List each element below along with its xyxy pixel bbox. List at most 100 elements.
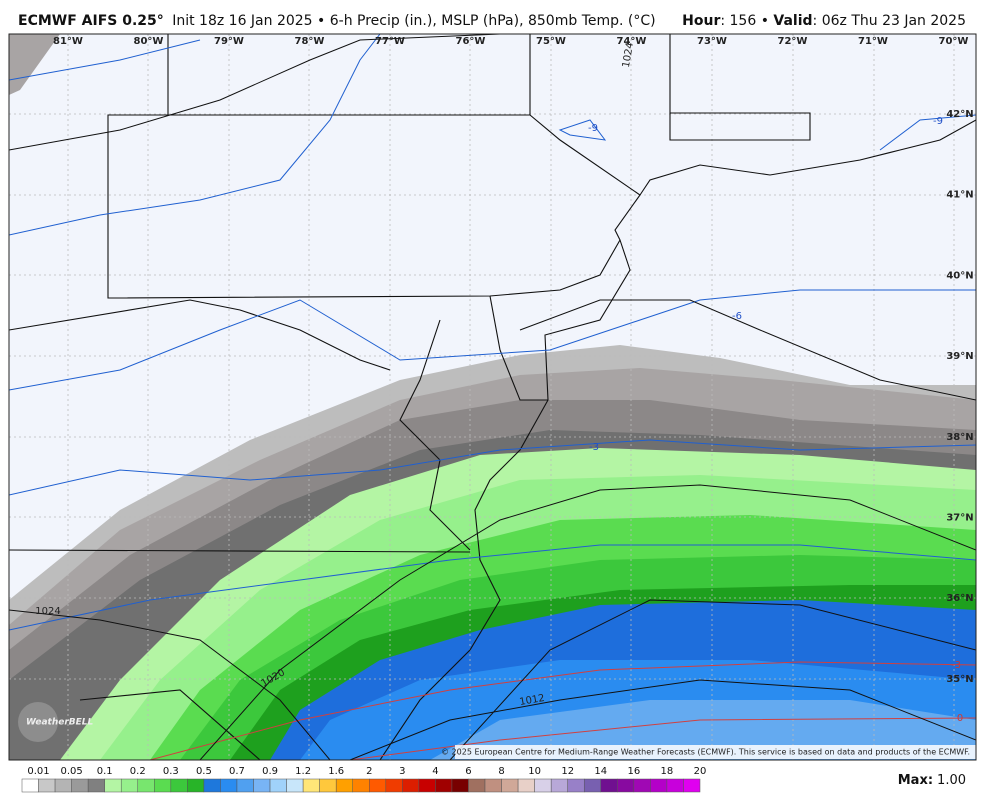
- coastline: [639, 119, 976, 196]
- colorbar-swatch: [683, 778, 701, 793]
- longitude-label: 79°W: [214, 36, 244, 47]
- colorbar-label: 0.5: [196, 766, 212, 777]
- valid-value: : 06z Thu 23 Jan 2025: [813, 13, 966, 29]
- contour-label: 0: [957, 713, 963, 724]
- colorbar-label: 12: [561, 766, 574, 777]
- colorbar-swatch: [335, 778, 353, 793]
- colorbar-label: 3: [399, 766, 405, 777]
- colorbar-swatch: [517, 778, 535, 793]
- colorbar-swatch: [369, 778, 387, 793]
- contour-label: 1012: [519, 693, 546, 708]
- colorbar-label: 16: [627, 766, 640, 777]
- logo-text: WeatherBELL: [26, 718, 94, 728]
- contours: [9, 34, 976, 760]
- colorbar-swatch: [451, 778, 469, 793]
- colorbar-label: 0.05: [60, 766, 82, 777]
- colorbar-swatch: [633, 778, 651, 793]
- colorbar-label: 1.2: [295, 766, 311, 777]
- latitude-label: 41°N: [946, 190, 973, 201]
- longitude-label: 81°W: [53, 36, 83, 47]
- temperature-contour: [149, 661, 976, 760]
- valid-label: Valid: [773, 13, 812, 29]
- colorbar-swatch: [170, 778, 188, 793]
- longitude-label: 76°W: [456, 36, 486, 47]
- longitude-label: 74°W: [617, 36, 647, 47]
- contour-label: -6: [732, 311, 742, 322]
- colorbar-swatch: [154, 778, 172, 793]
- colorbar-swatch: [87, 778, 105, 793]
- colorbar-swatch: [137, 778, 155, 793]
- latitude-label: 35°N: [946, 674, 973, 685]
- longitude-label: 78°W: [295, 36, 325, 47]
- colorbar-label: 6: [465, 766, 471, 777]
- colorbar-label: 4: [432, 766, 438, 777]
- colorbar-swatch: [352, 778, 370, 793]
- latitude-label: 42°N: [946, 109, 973, 120]
- logo-globe: [18, 702, 58, 742]
- contour-label: -9: [588, 123, 598, 134]
- pressure-contour: [9, 34, 976, 760]
- colorbar-swatch: [71, 778, 89, 793]
- colorbar-swatch: [236, 778, 254, 793]
- colorbar-label: 14: [594, 766, 607, 777]
- colorbar-swatch: [38, 778, 56, 793]
- colorbar-swatch: [484, 778, 502, 793]
- colorbar-swatch: [567, 778, 585, 793]
- latitude-labels: 42°N 41°N 40°N 39°N 38°N 37°N 36°N 35°N: [946, 109, 973, 685]
- contour-label: -3: [589, 442, 599, 453]
- copyright-box: [455, 745, 976, 759]
- colorbar-swatch: [534, 778, 552, 793]
- colorbar-swatch: [269, 778, 287, 793]
- header-left: ECMWF AIFS 0.25° Init 18z 16 Jan 2025 • …: [18, 13, 656, 29]
- colorbar-label: 0.1: [97, 766, 113, 777]
- colorbar-swatch: [583, 778, 602, 793]
- description: Init 18z 16 Jan 2025 • 6-h Precip (in.),…: [172, 13, 655, 29]
- state-border: [669, 34, 811, 141]
- colorbar-label: 0.9: [262, 766, 278, 777]
- colorbar-swatch: [418, 778, 436, 793]
- colorbar-swatch: [650, 778, 668, 793]
- colorbar-swatch: [120, 778, 139, 793]
- temperature-contour: [9, 34, 976, 631]
- colorbar-swatch: [385, 778, 403, 793]
- colorbar: 0.01 0.05 0.1 0.2 0.3 0.5 0.7 0.9 1.2 1.6 2 3 4 6 8 10 1…: [21, 766, 707, 793]
- colorbar-label: 8: [498, 766, 504, 777]
- coastline: [399, 295, 548, 551]
- colorbar-label: 18: [661, 766, 674, 777]
- colorbar-swatch: [286, 778, 304, 793]
- longitude-label: 73°W: [697, 36, 727, 47]
- map-frame: [8, 33, 977, 761]
- precip-area: [9, 34, 60, 95]
- colorbar-swatch: [187, 778, 205, 793]
- hour-value: : 156 •: [720, 13, 773, 29]
- copyright: © 2025 European Centre for Medium-Range …: [441, 748, 970, 757]
- colorbar-swatch: [319, 778, 337, 793]
- contour-label: 1024: [35, 606, 60, 617]
- colorbar-label: 0.3: [163, 766, 179, 777]
- longitude-label: 70°W: [939, 36, 969, 47]
- colorbar-label: 0.01: [27, 766, 49, 777]
- colorbar-swatch: [435, 778, 453, 793]
- max-label: Max:: [898, 773, 933, 788]
- colorbar-label: 10: [528, 766, 541, 777]
- latitude-label: 39°N: [946, 351, 973, 362]
- colorbar-swatch: [468, 778, 486, 793]
- longitude-label: 75°W: [536, 36, 566, 47]
- colorbar-label: 20: [694, 766, 707, 777]
- colorbar-label: 0.2: [130, 766, 146, 777]
- colorbar-label: 1.6: [328, 766, 344, 777]
- colorbar-swatch: [550, 778, 568, 793]
- colorbar-label: 0.7: [229, 766, 245, 777]
- colorbar-swatch: [600, 778, 618, 793]
- max-value: 1.00: [937, 773, 966, 788]
- longitude-label: 72°W: [778, 36, 808, 47]
- model-name: ECMWF AIFS 0.25°: [18, 13, 164, 29]
- contour-label: 1024: [621, 42, 636, 69]
- colorbar-label: 2: [366, 766, 372, 777]
- colorbar-swatch: [54, 778, 72, 793]
- state-border: [79, 689, 261, 760]
- colorbar-swatch: [104, 778, 122, 793]
- logo: WeatherBELL: [18, 702, 94, 742]
- colorbar-swatch: [21, 778, 39, 793]
